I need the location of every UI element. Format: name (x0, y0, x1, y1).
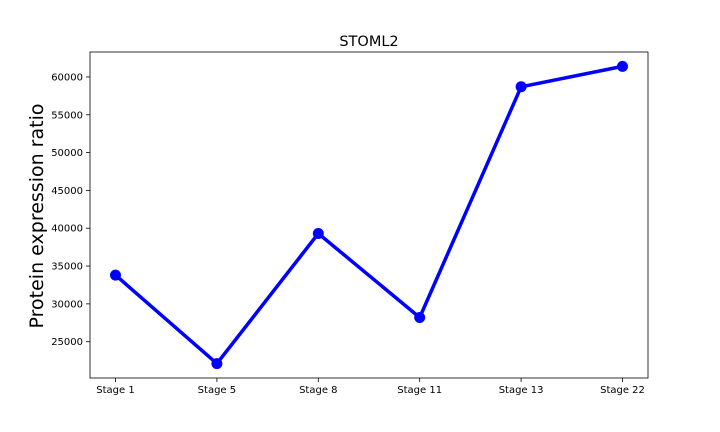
y-tick-label: 60000 (51, 72, 83, 83)
x-axis: Stage 1 Stage 5 Stage 8 Stage 11 Stage 13 Sta… (96, 378, 645, 396)
chart-title: STOML2 (339, 34, 398, 50)
series-group (110, 60, 628, 370)
data-point (617, 60, 628, 72)
data-point (515, 81, 527, 93)
y-axis: 25000 30000 35000 40000 45000 50000 55000 60000 (51, 72, 90, 348)
plot-frame (89, 51, 649, 379)
y-tick-label: 45000 (51, 186, 83, 197)
x-tick-label: Stage 1 (96, 385, 134, 396)
y-axis-label: Protein expression ratio (26, 104, 48, 329)
x-tick-label: Stage 13 (499, 385, 544, 396)
data-point (110, 269, 121, 281)
data-point (211, 358, 223, 370)
x-tick-label: Stage 8 (299, 385, 337, 396)
x-tick-label: Stage 11 (397, 385, 442, 396)
y-tick-label: 50000 (51, 148, 83, 159)
y-tick-label: 55000 (51, 110, 83, 121)
y-tick-label: 30000 (51, 299, 83, 310)
x-tick-label: Stage 22 (600, 385, 645, 396)
x-tick-label: Stage 5 (198, 385, 236, 396)
data-point (414, 311, 426, 323)
y-tick-label: 25000 (51, 337, 83, 348)
data-point (312, 228, 324, 240)
y-tick-label: 35000 (51, 262, 83, 273)
series-line (114, 64, 623, 366)
y-tick-label: 40000 (51, 224, 83, 235)
